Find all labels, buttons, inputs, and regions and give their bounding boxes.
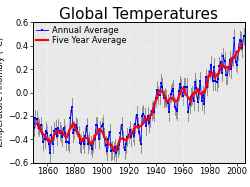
Five Year Average [42,133,45,135]
Y-axis label: Temperature Anomaly (°C): Temperature Anomaly (°C) [0,36,5,149]
Annual Average [178,83,182,85]
Annual Average [112,150,115,152]
Five Year Average [112,149,115,152]
Annual Average [48,152,51,154]
Annual Average [86,143,90,145]
Five Year Average [173,100,176,102]
Annual Average [158,94,161,96]
Annual Average [242,35,245,38]
Five Year Average [35,122,38,125]
Line: Five Year Average: Five Year Average [36,44,241,151]
Five Year Average [106,140,108,142]
Legend: Annual Average, Five Year Average: Annual Average, Five Year Average [35,25,127,46]
Annual Average [203,103,206,105]
Line: Annual Average: Annual Average [32,35,245,155]
Five Year Average [66,134,69,137]
Annual Average [32,126,35,129]
Five Year Average [240,42,242,45]
Title: Global Temperatures: Global Temperatures [59,7,218,22]
Five Year Average [169,97,172,99]
Annual Average [120,124,123,126]
Five Year Average [86,137,90,140]
